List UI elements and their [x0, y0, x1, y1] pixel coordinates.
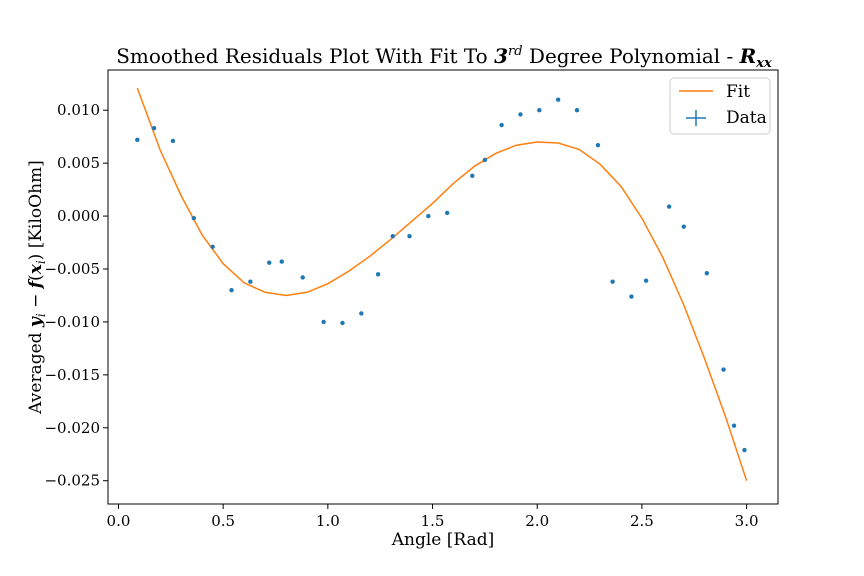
y-axis-label-suffix: ) [KiloOhm]	[26, 160, 46, 260]
y-tick-label: −0.015	[44, 366, 100, 384]
data-point	[518, 112, 523, 117]
chart-title-math-3: 3	[494, 44, 508, 68]
legend-fit-label: Fit	[726, 82, 750, 102]
y-axis-label-prefix: Averaged	[26, 327, 46, 415]
y-tick-label: −0.020	[44, 419, 100, 437]
y-axis-label-minus: −	[26, 288, 46, 313]
y-axis-label-paren-open: (	[26, 274, 46, 281]
data-point	[721, 367, 726, 372]
data-point	[666, 204, 672, 209]
data-point	[321, 319, 326, 325]
plot-frame	[107, 69, 779, 505]
data-point	[629, 294, 634, 299]
x-axis-label: Angle [Rad]	[391, 530, 494, 550]
data-points	[135, 97, 747, 453]
data-point	[248, 279, 253, 284]
data-point	[426, 213, 431, 219]
chart-title-math-r: R	[739, 44, 757, 68]
data-point	[610, 279, 615, 284]
y-tick-label: −0.025	[44, 472, 100, 490]
chart-title-superscript: rd	[508, 44, 523, 59]
legend-data-label: Data	[726, 108, 767, 128]
data-point	[444, 210, 450, 216]
legend-data-swatch	[686, 110, 706, 126]
chart-title-middle: Degree Polynomial -	[523, 44, 740, 68]
y-axis-label: Averaged yi − f(xi) [KiloOhm]	[26, 160, 48, 415]
data-point	[470, 173, 475, 179]
y-tick-label: 0.000	[57, 207, 100, 225]
data-point	[407, 233, 412, 239]
y-axis-label-f: f	[26, 278, 46, 289]
data-point	[279, 259, 284, 264]
data-point	[742, 447, 747, 453]
chart-title-subscript: xx	[755, 56, 772, 71]
y-axis-label-yi: y	[26, 316, 46, 328]
data-point	[704, 271, 710, 276]
x-tick-label: 1.5	[421, 512, 445, 530]
x-ticks: 0.0 0.5 1.0 1.5 2.0 2.5 3.0	[107, 504, 759, 530]
data-point	[135, 137, 140, 143]
data-point	[537, 108, 542, 113]
data-point	[390, 233, 395, 239]
x-tick-label: 2.0	[525, 512, 549, 530]
data-point	[229, 287, 234, 293]
data-point	[300, 275, 305, 280]
data-point	[643, 278, 649, 283]
data-point	[267, 260, 272, 265]
x-tick-label: 2.5	[630, 512, 654, 530]
y-tick-label: −0.010	[44, 313, 100, 331]
data-point	[555, 97, 561, 102]
data-point	[191, 215, 197, 221]
x-tick-label: 0.5	[211, 512, 235, 530]
x-tick-label: 0.0	[107, 512, 131, 530]
data-point	[595, 142, 601, 148]
chart-title-prefix: Smoothed Residuals Plot With Fit To	[116, 44, 494, 68]
plot-area	[135, 87, 748, 481]
data-point	[482, 157, 488, 163]
y-axis-label-xi: x	[26, 263, 46, 275]
data-point	[731, 423, 737, 428]
legend-box	[669, 77, 771, 135]
y-tick-label: 0.005	[57, 154, 100, 172]
data-point	[210, 244, 215, 249]
chart-title: Smoothed Residuals Plot With Fit To 3rd …	[116, 44, 772, 71]
data-point	[574, 108, 580, 113]
data-point	[499, 122, 504, 128]
y-tick-label: −0.005	[44, 260, 100, 278]
y-axis-label-yi-sub: i	[34, 313, 48, 317]
data-point	[359, 311, 364, 316]
x-tick-label: 1.0	[316, 512, 340, 530]
fit-line	[136, 87, 748, 481]
y-axis-label-xi-sub: i	[34, 260, 48, 264]
data-point	[340, 320, 345, 326]
legend: Fit Data	[669, 77, 771, 135]
x-tick-label: 3.0	[735, 512, 759, 530]
data-point	[375, 272, 381, 277]
y-tick-label: 0.010	[57, 101, 100, 119]
data-point	[681, 224, 686, 229]
y-ticks: 0.010 0.005 0.000 −0.005 −0.010 −0.015 −0.020 −…	[44, 101, 108, 490]
data-point	[170, 138, 176, 144]
data-point	[151, 126, 157, 131]
